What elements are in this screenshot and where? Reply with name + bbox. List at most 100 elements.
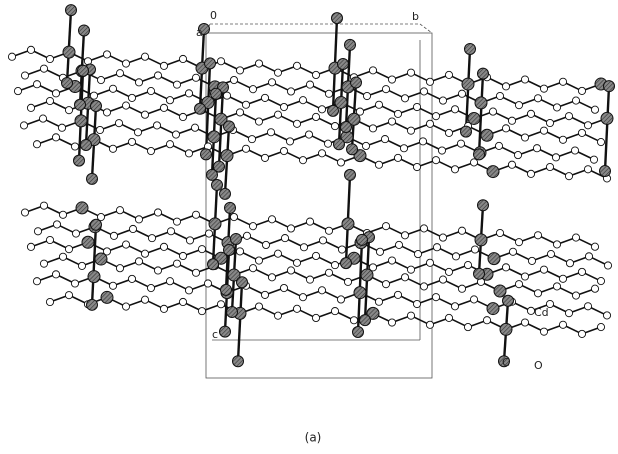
carbon-atom	[280, 147, 287, 154]
carbon-atom	[128, 275, 135, 282]
carbon-atom	[186, 237, 193, 244]
carbon-atom	[255, 303, 262, 310]
o-atom	[221, 284, 232, 295]
carbon-atom	[464, 323, 471, 330]
cd-atom	[487, 303, 499, 315]
carbon-atom	[160, 62, 167, 69]
carbon-atom	[546, 119, 553, 126]
carbon-atom	[496, 92, 503, 99]
o-atom	[220, 188, 231, 199]
carbon-atom	[514, 151, 521, 158]
carbon-atom	[280, 284, 287, 291]
carbon-atom	[166, 97, 173, 104]
carbon-atom	[375, 101, 382, 108]
carbon-atom	[116, 265, 123, 272]
bond	[605, 86, 609, 171]
o-atom	[224, 244, 235, 255]
carbon-atom	[274, 69, 281, 76]
o-atom	[211, 88, 222, 99]
o-atom	[328, 105, 339, 116]
carbon-atom	[268, 274, 275, 281]
o-atom	[201, 149, 212, 160]
carbon-atom	[147, 87, 154, 94]
carbon-atom	[533, 145, 540, 152]
carbon-atom	[141, 296, 148, 303]
carbon-atom	[426, 120, 433, 127]
carbon-atom	[268, 79, 275, 86]
carbon-atom	[508, 161, 515, 168]
carbon-atom	[388, 118, 395, 125]
carbon-atom	[489, 108, 496, 115]
o-atom	[74, 155, 85, 166]
carbon-atom	[122, 303, 129, 310]
carbon-atom	[249, 265, 256, 272]
carbon-atom	[318, 106, 325, 113]
carbon-atom	[103, 109, 110, 116]
carbon-atom	[236, 248, 243, 255]
carbon-atom	[192, 74, 199, 81]
carbon-atom	[255, 118, 262, 125]
carbon-atom	[299, 157, 306, 164]
carbon-atom	[508, 117, 515, 124]
carbon-atom	[451, 303, 458, 310]
carbon-atom	[325, 269, 332, 276]
carbon-atom	[438, 147, 445, 154]
carbon-atom	[331, 123, 338, 130]
carbon-atom	[401, 95, 408, 102]
carbon-atom	[160, 243, 167, 250]
carbon-atom	[591, 243, 598, 250]
unit-cell-edge	[420, 24, 432, 33]
carbon-atom	[129, 225, 136, 232]
carbon-atom	[71, 143, 78, 150]
o-atom	[604, 81, 615, 92]
o-atom	[205, 58, 216, 69]
carbon-atom	[369, 125, 376, 132]
carbon-atom	[540, 85, 547, 92]
carbon-atom	[261, 94, 268, 101]
cd-atom	[462, 78, 474, 90]
carbon-atom	[274, 250, 281, 257]
carbon-atom	[432, 113, 439, 120]
carbon-atom	[141, 53, 148, 60]
carbon-atom	[331, 308, 338, 315]
carbon-atom	[350, 317, 357, 324]
o-atom	[79, 25, 90, 36]
cd-atom	[487, 166, 499, 178]
figure: 0 a b c Cd C O (a)	[0, 0, 618, 454]
carbon-atom	[148, 235, 155, 242]
carbon-atom	[116, 207, 123, 214]
cd-atom	[209, 218, 221, 230]
cd-atom	[500, 323, 512, 335]
carbon-atom	[470, 296, 477, 303]
o-atom	[227, 306, 238, 317]
carbon-atom	[14, 87, 21, 94]
carbon-atom	[21, 72, 28, 79]
carbon-atom	[300, 244, 307, 251]
cd-atom	[488, 253, 500, 265]
carbon-atom	[236, 109, 243, 116]
carbon-atom	[432, 157, 439, 164]
carbon-atom	[205, 230, 212, 237]
carbon-atom	[426, 259, 433, 266]
carbon-atom	[483, 317, 490, 324]
carbon-atom	[338, 246, 345, 253]
o-atom	[233, 356, 244, 367]
carbon-atom	[33, 81, 40, 88]
carbon-atom	[115, 120, 122, 127]
carbon-atom	[382, 223, 389, 230]
carbon-atom	[496, 229, 503, 236]
carbon-atom	[135, 258, 142, 265]
carbon-atom	[413, 163, 420, 170]
carbon-atom	[420, 283, 427, 290]
carbon-atom	[21, 209, 28, 216]
carbon-atom	[53, 221, 60, 228]
carbon-atom	[457, 140, 464, 147]
carbon-atom	[528, 257, 535, 264]
carbon-atom	[299, 97, 306, 104]
o-atom	[207, 169, 218, 180]
carbon-atom	[287, 225, 294, 232]
carbon-atom	[249, 86, 256, 93]
carbon-atom	[40, 202, 47, 209]
carbon-atom	[34, 228, 41, 235]
atom-label: C	[502, 356, 510, 369]
